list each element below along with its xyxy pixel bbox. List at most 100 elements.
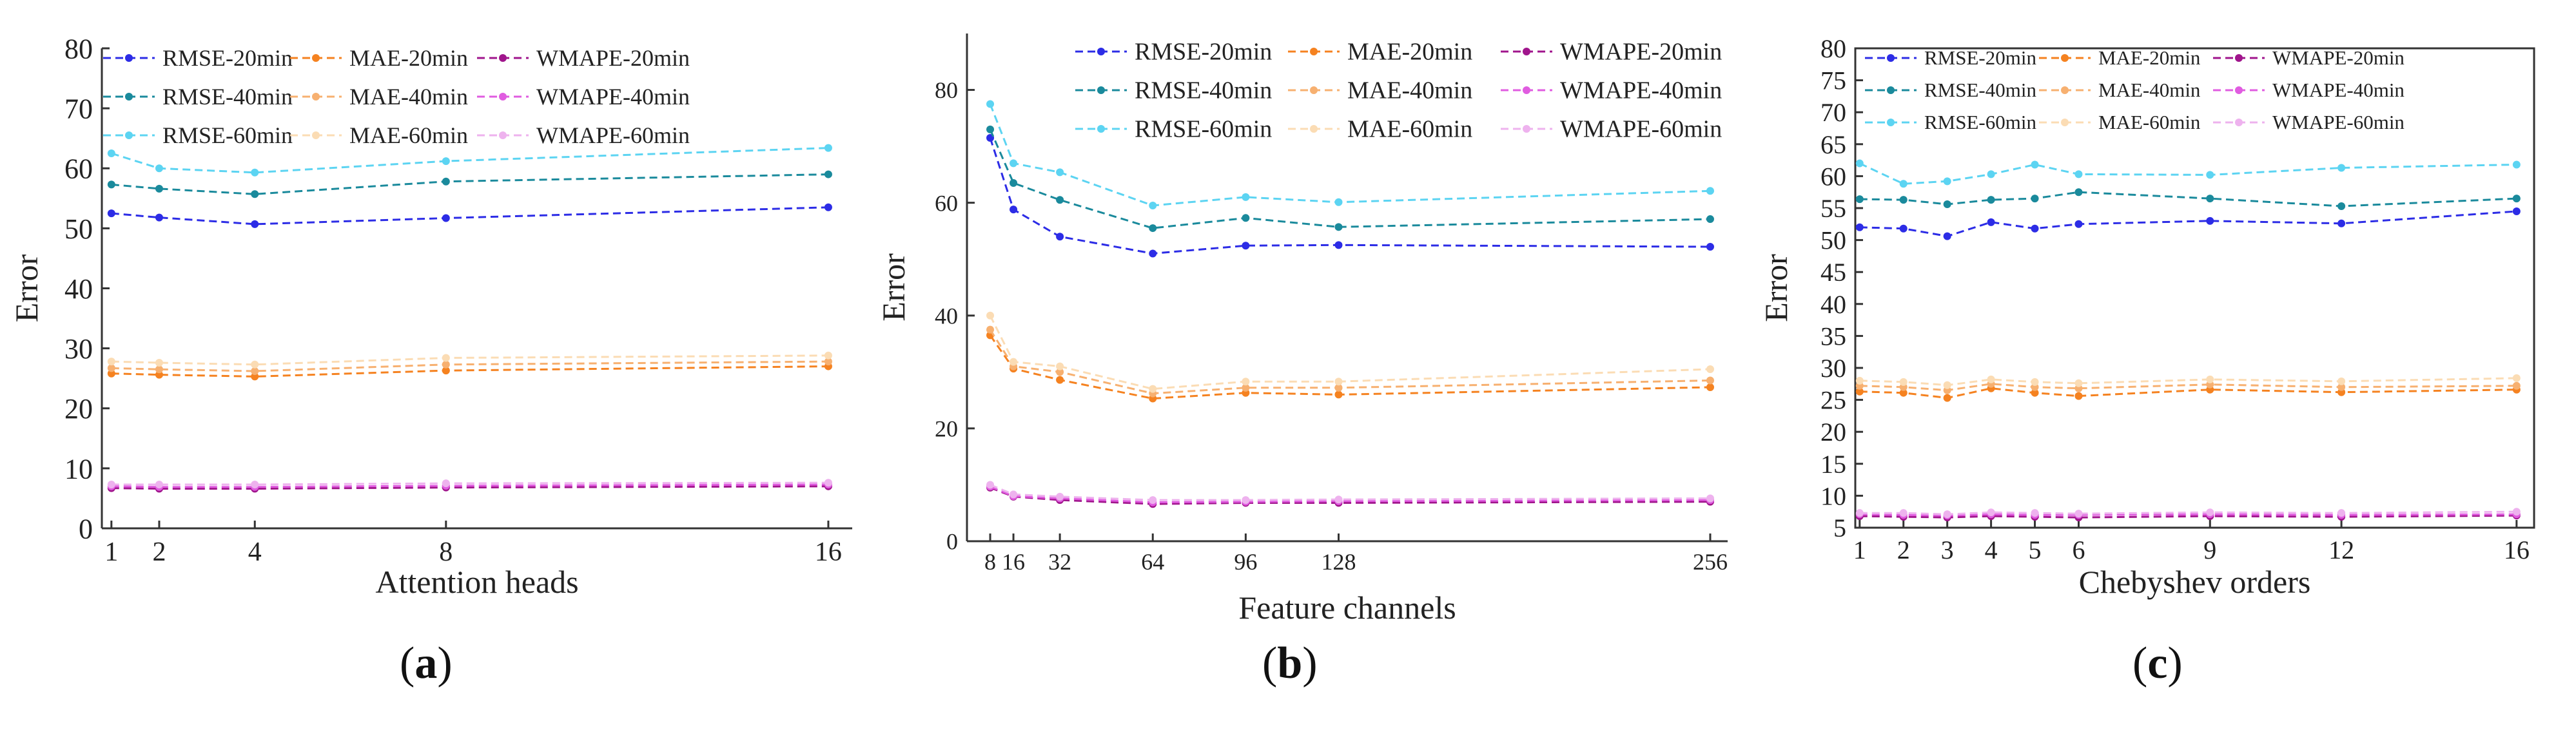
data-point <box>824 144 832 152</box>
data-point <box>2512 508 2521 516</box>
legend-label: RMSE-60min <box>162 122 293 148</box>
data-point <box>1149 202 1157 210</box>
x-tick-label: 32 <box>1048 549 1071 575</box>
series-mae-60min <box>107 351 832 369</box>
data-point <box>1987 508 1995 517</box>
data-point <box>824 358 832 366</box>
y-tick-label: 50 <box>64 213 93 245</box>
data-point <box>442 367 450 375</box>
x-tick-label: 16 <box>815 537 842 567</box>
series-mae-20min <box>107 362 832 381</box>
legend: RMSE-20min MAE-20min WMAPE-20min RMSE-40min… <box>1075 39 1722 143</box>
panel-a-letter: a <box>415 639 438 688</box>
data-point <box>1899 224 1908 233</box>
legend-marker <box>312 131 320 139</box>
series-rmse-60min <box>986 100 1714 210</box>
legend-marker <box>499 93 507 101</box>
data-point <box>2031 195 2039 203</box>
data-point <box>2074 379 2083 387</box>
legend-label: RMSE-20min <box>1924 46 2036 69</box>
legend-label: RMSE-40min <box>1135 77 1272 104</box>
series-line-mae-20min <box>989 334 1711 400</box>
x-tick-label: 16 <box>1002 549 1025 575</box>
legend-marker <box>1310 125 1318 133</box>
legend-marker <box>2235 86 2243 94</box>
data-point <box>442 157 450 166</box>
legend-label: MAE-60min <box>1347 116 1472 143</box>
series-wmape-60min <box>107 479 832 489</box>
y-axis-title: Error <box>8 254 44 322</box>
x-tick-label: 12 <box>2328 535 2354 564</box>
y-tick-label: 65 <box>1820 130 1846 159</box>
data-point <box>2512 160 2521 169</box>
panel-c-letter: c <box>2147 639 2168 688</box>
series-line-rmse-20min <box>111 206 828 226</box>
legend-marker <box>499 131 507 139</box>
series-mae-60min <box>986 311 1714 393</box>
series-mae-40min <box>107 358 832 376</box>
data-point <box>1242 378 1250 386</box>
legend-label: WMAPE-60min <box>536 122 690 148</box>
y-tick-label: 80 <box>935 77 958 103</box>
data-point <box>155 365 163 374</box>
series-line-rmse-60min <box>1859 162 2517 185</box>
legend-marker <box>2235 54 2243 62</box>
data-point <box>1855 159 1864 168</box>
legend-label: WMAPE-40min <box>1560 77 1722 104</box>
data-point <box>2512 207 2521 215</box>
data-point <box>2074 510 2083 518</box>
y-tick-label: 15 <box>1820 450 1846 479</box>
legend-label: RMSE-20min <box>162 45 293 71</box>
legend-marker <box>125 131 133 139</box>
data-point <box>1943 232 1951 240</box>
data-point <box>2337 383 2346 391</box>
series-line-rmse-20min <box>1859 210 2517 238</box>
data-point <box>824 479 832 487</box>
legend-label: WMAPE-40min <box>536 84 690 110</box>
y-tick-label: 0 <box>79 513 93 544</box>
series-line-mae-40min <box>989 329 1711 395</box>
y-tick-label: 10 <box>1820 481 1846 510</box>
data-point <box>1242 193 1250 201</box>
data-point <box>1010 490 1018 499</box>
data-point <box>155 481 163 489</box>
legend-marker <box>1523 86 1530 94</box>
series-rmse-60min <box>107 144 832 177</box>
data-point <box>1010 159 1018 168</box>
plot-frame <box>1854 47 2535 529</box>
data-point <box>155 213 163 222</box>
data-point <box>155 358 163 367</box>
x-tick-label: 1 <box>104 537 118 567</box>
series-mae-20min <box>986 331 1714 403</box>
x-tick-label: 6 <box>2072 535 2085 564</box>
series-line-mae-40min <box>111 360 828 372</box>
y-tick-label: 60 <box>64 153 93 185</box>
legend-label: WMAPE-60min <box>2272 111 2405 133</box>
data-point <box>2337 164 2346 172</box>
legend-marker <box>312 54 320 62</box>
legend-label: MAE-20min <box>2098 46 2201 69</box>
y-tick-label: 80 <box>64 33 93 64</box>
series-line-wmape-20min <box>111 485 828 490</box>
series-line-rmse-40min <box>111 173 828 195</box>
panel-a: 0 10 20 30 40 50 60 70 80 1 2 4 8 16 Attention heads Er… <box>8 33 852 600</box>
data-point <box>1899 509 1908 517</box>
data-point <box>1855 376 1864 385</box>
data-point <box>2074 220 2083 228</box>
x-tick-label: 16 <box>2504 535 2530 564</box>
y-tick-label: 70 <box>1820 98 1846 127</box>
data-point <box>1056 233 1064 241</box>
y-tick-label: 25 <box>1820 386 1846 415</box>
y-tick-label: 0 <box>946 529 958 555</box>
y-tick-label: 70 <box>64 93 93 125</box>
y-tick-label: 40 <box>935 303 958 329</box>
legend-label: RMSE-40min <box>1924 79 2036 101</box>
y-tick-label: 20 <box>935 416 958 441</box>
series-rmse-40min <box>1855 188 2521 211</box>
data-point <box>2512 381 2521 390</box>
data-point <box>2512 195 2521 203</box>
data-point <box>442 354 450 362</box>
data-point <box>1987 196 1995 204</box>
series-line-rmse-20min <box>989 137 1711 255</box>
